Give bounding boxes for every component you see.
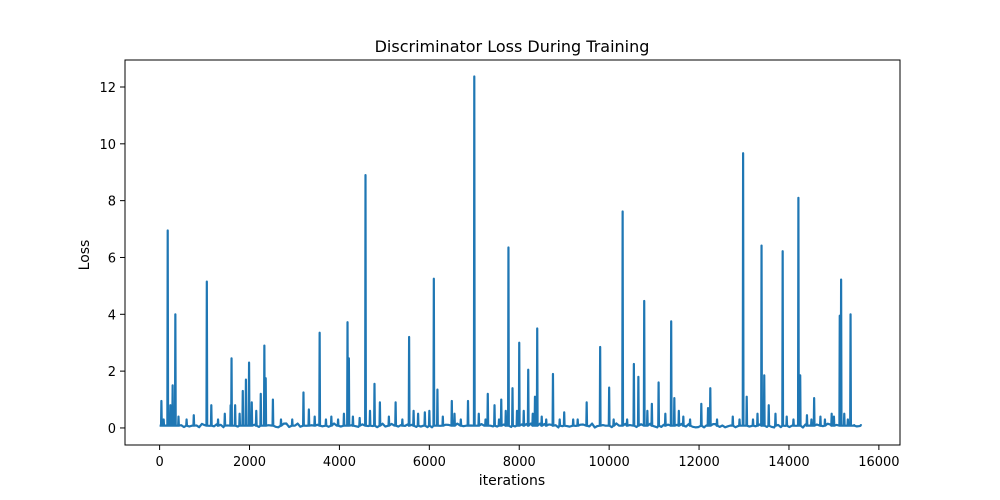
x-axis: 0 2000 4000 6000 8000 10000 12000 14000 16000 xyxy=(155,445,900,470)
x-tick-label: 16000 xyxy=(858,455,899,470)
y-tick-label: 8 xyxy=(108,195,116,210)
x-tick-label: 10000 xyxy=(588,455,629,470)
y-tick-label: 4 xyxy=(108,308,116,323)
plot-area xyxy=(124,59,901,446)
y-tick-label: 6 xyxy=(108,251,116,266)
plot-frame xyxy=(124,59,901,446)
y-axis-label: Loss xyxy=(77,240,93,271)
x-tick-label: 2000 xyxy=(233,455,266,470)
y-tick-label: 2 xyxy=(108,365,116,380)
x-tick-label: 0 xyxy=(155,455,163,470)
x-tick-label: 4000 xyxy=(323,455,356,470)
x-tick-label: 8000 xyxy=(503,455,536,470)
loss-series-line xyxy=(159,75,863,429)
x-tick-label: 12000 xyxy=(678,455,719,470)
x-tick-label: 14000 xyxy=(768,455,809,470)
x-tick-label: 6000 xyxy=(413,455,446,470)
chart-title: Discriminator Loss During Training xyxy=(375,37,650,56)
y-tick-label: 10 xyxy=(99,138,116,153)
y-tick-label: 0 xyxy=(108,422,116,437)
x-axis-label: iterations xyxy=(479,473,545,489)
y-axis: 0 2 4 6 8 10 12 xyxy=(99,81,125,437)
y-tick-label: 12 xyxy=(99,81,116,96)
